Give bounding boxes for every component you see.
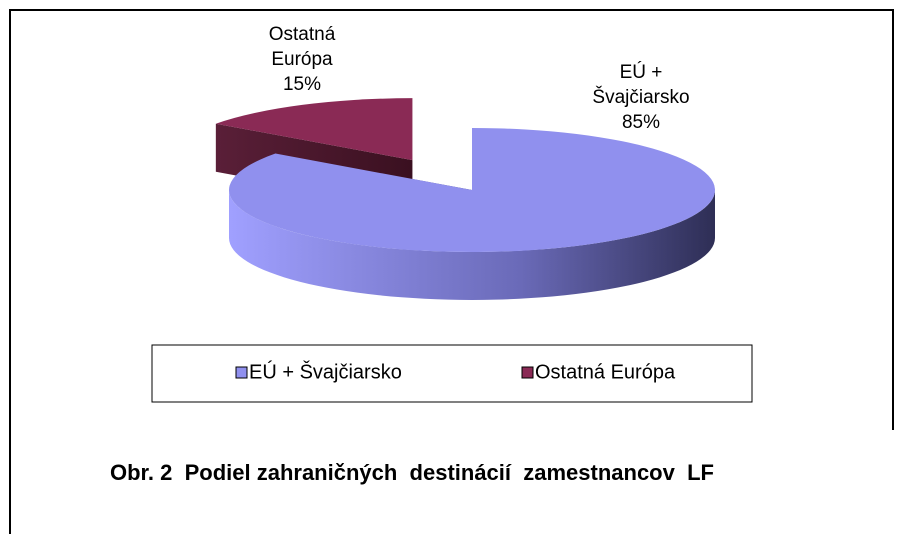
data-label-name: EÚ + Švajčiarsko <box>592 62 690 108</box>
frame <box>9 9 894 534</box>
data-label-name: Ostatná Európa <box>268 24 336 70</box>
caption: Obr. 2 Podiel zahraničných destinácií za… <box>110 460 714 485</box>
legend-swatch <box>521 366 534 379</box>
data-label: Ostatná Európa 15% <box>252 22 352 97</box>
data-label: EÚ + Švajčiarsko 85% <box>578 60 704 135</box>
data-label-value: 85% <box>621 112 661 133</box>
legend-label: EÚ + Švajčiarsko <box>249 360 402 383</box>
data-label-value: 15% <box>282 74 322 95</box>
legend-swatch <box>235 366 248 379</box>
legend-box <box>151 344 753 403</box>
legend-label: Ostatná Európa <box>535 361 676 383</box>
slice <box>229 128 716 252</box>
slice <box>215 98 413 161</box>
slice-side <box>229 190 715 300</box>
